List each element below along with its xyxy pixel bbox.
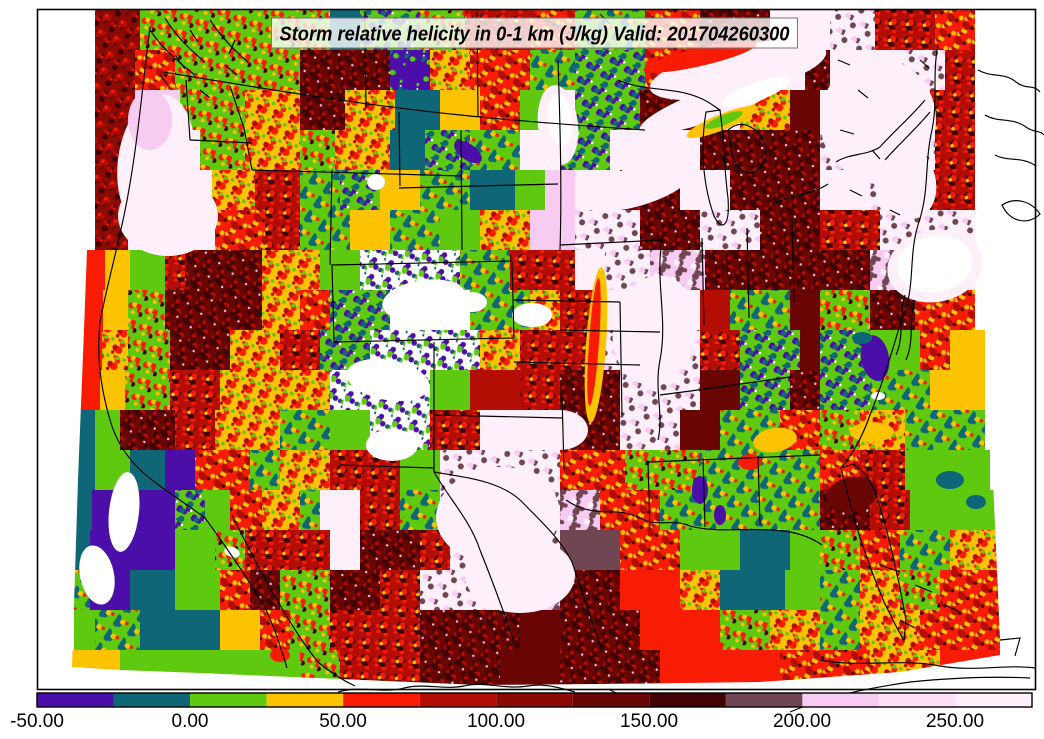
svg-text:150.00: 150.00	[620, 711, 678, 732]
svg-text:200.00: 200.00	[773, 711, 831, 732]
svg-text:0.00: 0.00	[172, 711, 209, 732]
svg-text:Storm relative helicity in 0-1: Storm relative helicity in 0-1 km (J/kg)…	[280, 24, 790, 46]
svg-text:50.00: 50.00	[319, 711, 367, 732]
svg-text:100.00: 100.00	[467, 711, 525, 732]
svg-text:250.00: 250.00	[926, 711, 984, 732]
svg-text:-50.00: -50.00	[10, 711, 64, 732]
